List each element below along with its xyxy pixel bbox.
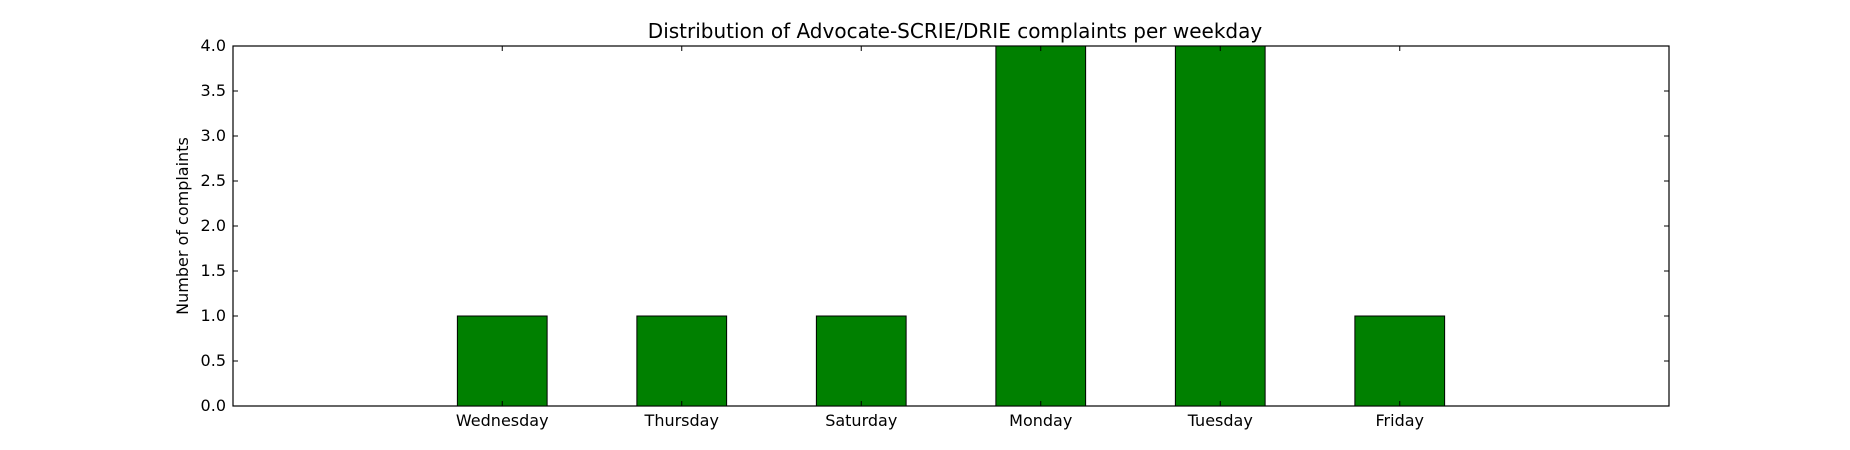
bar-tuesday	[1174, 45, 1266, 407]
x-tick-label: Thursday	[644, 411, 719, 430]
y-tick-label: 2.0	[201, 216, 226, 235]
y-tick-label: 2.5	[201, 171, 226, 190]
x-tick-label: Wednesday	[456, 411, 549, 430]
y-axis-label: Number of complaints	[173, 137, 192, 315]
y-tick-group: 0.0 0.5 1.0 1.5 2.0 2.5 3.0 3.5 4.0	[201, 36, 1669, 415]
x-tick-label: Tuesday	[1187, 411, 1253, 430]
plot-frame	[232, 45, 1670, 407]
bar-friday	[1354, 315, 1446, 407]
y-tick-label: 0.0	[201, 396, 226, 415]
bar-wednesday	[456, 315, 548, 407]
bar-monday	[995, 45, 1087, 407]
y-tick-label: 4.0	[201, 36, 226, 55]
x-tick-label: Monday	[1009, 411, 1072, 430]
bar-saturday	[815, 315, 907, 407]
chart-title: Distribution of Advocate-SCRIE/DRIE comp…	[648, 19, 1263, 43]
x-tick-label: Saturday	[825, 411, 897, 430]
y-tick-label: 3.0	[201, 126, 226, 145]
y-tick-label: 3.5	[201, 81, 226, 100]
y-tick-label: 1.0	[201, 306, 226, 325]
x-tick-group: Wednesday Thursday Saturday Monday Tuesday Fr…	[456, 46, 1424, 430]
bars-group	[456, 45, 1446, 407]
y-tick-label: 1.5	[201, 261, 226, 280]
bar-thursday	[636, 315, 728, 407]
x-tick-label: Friday	[1376, 411, 1425, 430]
plot-area: Wednesday Thursday Saturday Monday Tuesday Fr…	[201, 36, 1670, 430]
y-tick-label: 0.5	[201, 351, 226, 370]
